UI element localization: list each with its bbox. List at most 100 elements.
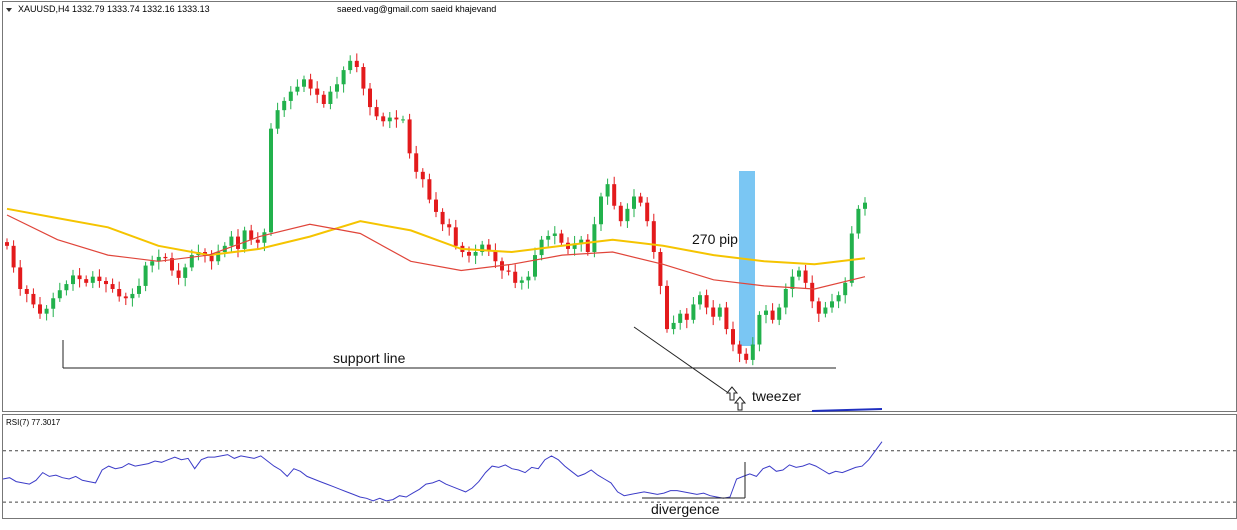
candle-body: [117, 289, 122, 297]
candle-body: [394, 117, 399, 120]
candle-body: [770, 310, 775, 320]
candle-body: [678, 313, 683, 323]
candle-body: [420, 171, 425, 180]
candle-body: [348, 60, 353, 71]
candle-body: [645, 202, 650, 222]
candle-body: [308, 79, 313, 89]
candle-body: [783, 289, 788, 308]
volume-marker-line: [811, 408, 883, 412]
candle-body: [262, 232, 267, 243]
candle-body: [467, 252, 471, 256]
candle-body: [453, 227, 458, 246]
candle-body: [51, 298, 56, 309]
candle-body: [757, 314, 762, 345]
candle-body: [506, 270, 511, 272]
candle-body: [434, 199, 438, 212]
candle-body: [843, 282, 848, 296]
candle-body: [632, 196, 636, 209]
candle-body: [18, 267, 23, 289]
candle-body: [374, 107, 379, 117]
candle-body: [533, 255, 537, 277]
candle-body: [401, 119, 405, 121]
candle-body: [519, 280, 524, 283]
candle-body: [830, 301, 834, 308]
candle-body: [513, 271, 518, 283]
candle-body: [684, 313, 689, 320]
up-arrow-icon: [725, 386, 739, 401]
candle-body: [315, 88, 320, 95]
candle-body: [638, 196, 643, 203]
candle-body: [38, 304, 42, 314]
candle-body: [704, 295, 709, 308]
candle-body: [130, 293, 135, 299]
candle-body: [288, 91, 293, 101]
candle-body: [671, 322, 676, 330]
candle-body: [209, 255, 214, 262]
candle-body: [665, 285, 669, 330]
candle-body: [731, 329, 735, 345]
ma-slow-line: [6, 207, 866, 266]
candle-body: [493, 250, 498, 262]
rsi-line: [2, 441, 883, 502]
divergence-label: divergence: [651, 501, 720, 517]
candle-body: [592, 224, 597, 252]
candle-body: [57, 290, 62, 299]
candle-body: [803, 270, 808, 283]
candle-body: [427, 179, 432, 200]
candle-body: [387, 117, 392, 122]
candle-body: [579, 239, 584, 244]
candle-body: [651, 221, 656, 252]
tweezer-label: tweezer: [752, 388, 802, 404]
candle-body: [691, 304, 696, 320]
candle-body: [269, 128, 273, 233]
candle-body: [354, 60, 359, 67]
candle-body: [328, 91, 333, 104]
candle-body: [282, 100, 287, 111]
candle-body: [143, 265, 148, 286]
candle-body: [797, 270, 801, 277]
candle-body: [711, 307, 716, 317]
candle-body: [658, 252, 663, 286]
support-line-label: support line: [333, 350, 406, 366]
candle-body: [816, 301, 821, 314]
dropdown-arrow-icon: [6, 8, 12, 12]
candle-body: [137, 285, 141, 294]
candle-body: [381, 116, 386, 122]
candle-body: [473, 252, 478, 256]
candle-body: [295, 86, 300, 92]
candle-body: [97, 276, 102, 281]
watermark-text: saeed.vag@gmail.com saeid khajevand: [337, 4, 497, 14]
candle-body: [84, 279, 89, 283]
candle-body: [447, 224, 452, 228]
candle-body: [823, 307, 828, 314]
candle-body: [321, 94, 326, 104]
candle-body: [717, 307, 722, 317]
candle-body: [11, 245, 16, 268]
candle-body: [764, 310, 768, 315]
symbol-info: XAUUSD,H4 1332.79 1333.74 1332.16 1333.1…: [18, 4, 210, 14]
candle-body: [777, 307, 782, 320]
rsi-panel-frame: [2, 414, 1237, 519]
candle-body: [625, 208, 630, 222]
candle-body: [77, 275, 82, 280]
candle-body: [176, 270, 181, 278]
candle-body: [31, 293, 36, 305]
candle-body: [229, 236, 234, 246]
candle-body: [275, 110, 280, 129]
ma-fast-line: [6, 214, 866, 290]
candle-body: [836, 295, 841, 302]
candle-body: [480, 244, 485, 252]
candle-body: [249, 230, 254, 240]
candle-body: [856, 208, 861, 234]
candle-body: [302, 79, 306, 87]
candle-body: [24, 289, 29, 294]
candle-body: [156, 256, 161, 262]
candle-body: [368, 88, 372, 108]
candle-body: [559, 233, 564, 243]
candle-body: [163, 256, 168, 259]
pip-move-label: 270 pip: [692, 231, 738, 247]
up-arrow-icon: [733, 396, 747, 411]
candle-body: [407, 119, 412, 154]
